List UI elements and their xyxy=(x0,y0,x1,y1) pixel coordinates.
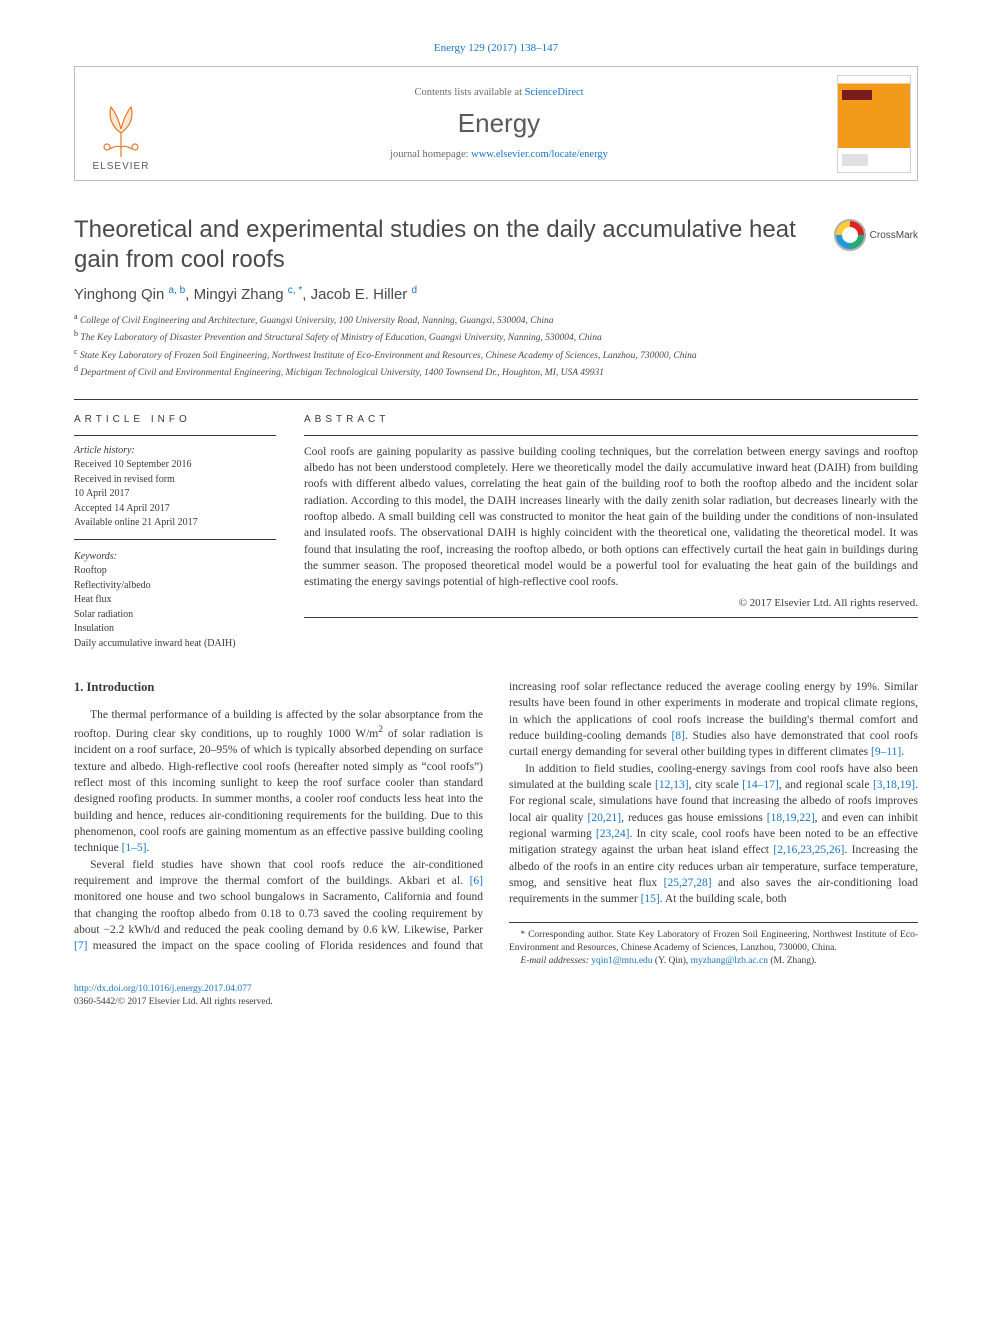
page-footer: http://dx.doi.org/10.1016/j.energy.2017.… xyxy=(74,983,918,1010)
email-2[interactable]: myzhang@lzb.ac.cn xyxy=(691,956,768,966)
p1-b: of solar radiation is incident on a roof… xyxy=(74,728,483,854)
article-history: Article history: Received 10 September 2… xyxy=(74,444,276,540)
keywords-heading: Keywords: xyxy=(74,550,276,565)
publisher-logo-block: ELSEVIER xyxy=(75,67,167,180)
author-3: Jacob E. Hiller xyxy=(311,286,408,303)
ref-15[interactable]: [15] xyxy=(641,893,660,905)
history-line-4: Available online 21 April 2017 xyxy=(74,516,276,531)
ref-14-17[interactable]: [14–17] xyxy=(742,779,778,791)
aff-mark-b: b xyxy=(74,329,78,338)
article-title: Theoretical and experimental studies on … xyxy=(74,215,816,275)
history-line-1: Received in revised form xyxy=(74,473,276,488)
keyword-2: Heat flux xyxy=(74,593,276,608)
ref-18-19-22[interactable]: [18,19,22] xyxy=(767,812,815,824)
p2-b: monitored one house and two school bunga… xyxy=(74,891,483,936)
journal-cover-icon xyxy=(837,75,911,173)
ref-9-11[interactable]: [9–11] xyxy=(871,746,901,758)
contents-lists-line: Contents lists available at ScienceDirec… xyxy=(414,87,583,98)
ref-25-27-28[interactable]: [25,27,28] xyxy=(664,877,712,889)
ref-3-18-19[interactable]: [3,18,19] xyxy=(873,779,915,791)
ref-1-5[interactable]: [1–5] xyxy=(122,842,147,854)
ref-12-13[interactable]: [12,13] xyxy=(655,779,689,791)
ref-20-21[interactable]: [20,21] xyxy=(588,812,622,824)
ref-2-16-23-25-26[interactable]: [2,16,23,25,26] xyxy=(773,844,844,856)
author-1: Yinghong Qin xyxy=(74,286,164,303)
history-line-3: Accepted 14 April 2017 xyxy=(74,502,276,517)
history-line-2: 10 April 2017 xyxy=(74,487,276,502)
keyword-4: Insulation xyxy=(74,622,276,637)
corresponding-author-note: * Corresponding author. State Key Labora… xyxy=(509,929,918,956)
abstract-text: Cool roofs are gaining popularity as pas… xyxy=(304,444,918,591)
journal-cover-block xyxy=(831,67,917,180)
aff-text-a: College of Civil Engineering and Archite… xyxy=(80,316,554,326)
author-1-marks: a, b xyxy=(169,285,186,296)
abstract-heading: abstract xyxy=(304,414,918,425)
email-label: E-mail addresses: xyxy=(520,956,589,966)
author-line: Yinghong Qin a, b, Mingyi Zhang c, *, Ja… xyxy=(74,285,918,303)
abstract-copyright: © 2017 Elsevier Ltd. All rights reserved… xyxy=(304,597,918,618)
keyword-0: Rooftop xyxy=(74,564,276,579)
affiliation-d: d Department of Civil and Environmental … xyxy=(74,363,918,380)
aff-mark-a: a xyxy=(74,312,78,321)
contents-prefix: Contents lists available at xyxy=(414,87,524,98)
article-info-heading: article info xyxy=(74,414,276,425)
p2-e: . xyxy=(901,746,904,758)
p3-e: , reduces gas house emissions xyxy=(621,812,767,824)
p1-c: . xyxy=(147,842,150,854)
paragraph-3: In addition to field studies, cooling-en… xyxy=(509,761,918,908)
ref-23-24[interactable]: [23,24] xyxy=(596,828,630,840)
abstract-block: abstract Cool roofs are gaining populari… xyxy=(304,414,918,652)
keywords-block: Keywords: Rooftop Reflectivity/albedo He… xyxy=(74,550,276,652)
email-line: E-mail addresses: yqin1@mtu.edu (Y. Qin)… xyxy=(509,955,918,968)
p2-a: Several field studies have shown that co… xyxy=(74,859,483,887)
homepage-link[interactable]: www.elsevier.com/locate/energy xyxy=(471,149,608,160)
article-info-block: article info Article history: Received 1… xyxy=(74,414,276,652)
elsevier-tree-icon xyxy=(94,99,148,159)
email-1-paren: (Y. Qin), xyxy=(653,956,691,966)
doi-link[interactable]: http://dx.doi.org/10.1016/j.energy.2017.… xyxy=(74,984,252,994)
crossmark-badge[interactable]: CrossMark xyxy=(834,219,918,251)
citation-line: Energy 129 (2017) 138–147 xyxy=(74,42,918,54)
journal-name: Energy xyxy=(458,108,540,139)
author-2-marks: c, * xyxy=(288,285,302,296)
email-2-paren: (M. Zhang). xyxy=(768,956,817,966)
crossmark-label: CrossMark xyxy=(870,230,918,241)
ref-7[interactable]: [7] xyxy=(74,940,87,952)
affiliation-b: b The Key Laboratory of Disaster Prevent… xyxy=(74,328,918,345)
ref-6[interactable]: [6] xyxy=(470,875,483,887)
keyword-3: Solar radiation xyxy=(74,608,276,623)
aff-text-c: State Key Laboratory of Frozen Soil Engi… xyxy=(80,351,697,361)
affiliation-a: a College of Civil Engineering and Archi… xyxy=(74,311,918,328)
p3-b: , city scale xyxy=(689,779,743,791)
affiliation-c: c State Key Laboratory of Frozen Soil En… xyxy=(74,346,918,363)
homepage-prefix: journal homepage: xyxy=(390,149,471,160)
keyword-1: Reflectivity/albedo xyxy=(74,579,276,594)
crossmark-icon xyxy=(834,219,866,251)
aff-mark-c: c xyxy=(74,347,78,356)
email-1[interactable]: yqin1@mtu.edu xyxy=(591,956,652,966)
body-text: 1. Introduction The thermal performance … xyxy=(74,679,918,968)
publisher-name: ELSEVIER xyxy=(93,161,150,172)
masthead: ELSEVIER Contents lists available at Sci… xyxy=(74,66,918,181)
author-3-marks: d xyxy=(411,285,417,296)
author-2: Mingyi Zhang xyxy=(194,286,284,303)
footnote-block: * Corresponding author. State Key Labora… xyxy=(509,922,918,969)
aff-mark-d: d xyxy=(74,364,78,373)
ref-8[interactable]: [8] xyxy=(672,730,685,742)
aff-text-d: Department of Civil and Environmental En… xyxy=(80,368,604,378)
history-heading: Article history: xyxy=(74,444,276,459)
p3-c: , and regional scale xyxy=(779,779,873,791)
sciencedirect-link[interactable]: ScienceDirect xyxy=(525,87,584,98)
paragraph-1: The thermal performance of a building is… xyxy=(74,707,483,857)
p3-j: . At the building scale, both xyxy=(660,893,787,905)
section-heading: 1. Introduction xyxy=(74,679,483,697)
homepage-line: journal homepage: www.elsevier.com/locat… xyxy=(390,149,608,160)
affiliations: a College of Civil Engineering and Archi… xyxy=(74,311,918,381)
keyword-5: Daily accumulative inward heat (DAIH) xyxy=(74,637,276,652)
issn-copyright-line: 0360-5442/© 2017 Elsevier Ltd. All right… xyxy=(74,996,918,1009)
citation-link[interactable]: Energy 129 (2017) 138–147 xyxy=(434,42,558,54)
masthead-center: Contents lists available at ScienceDirec… xyxy=(167,67,831,180)
aff-text-b: The Key Laboratory of Disaster Preventio… xyxy=(80,334,601,344)
history-line-0: Received 10 September 2016 xyxy=(74,458,276,473)
